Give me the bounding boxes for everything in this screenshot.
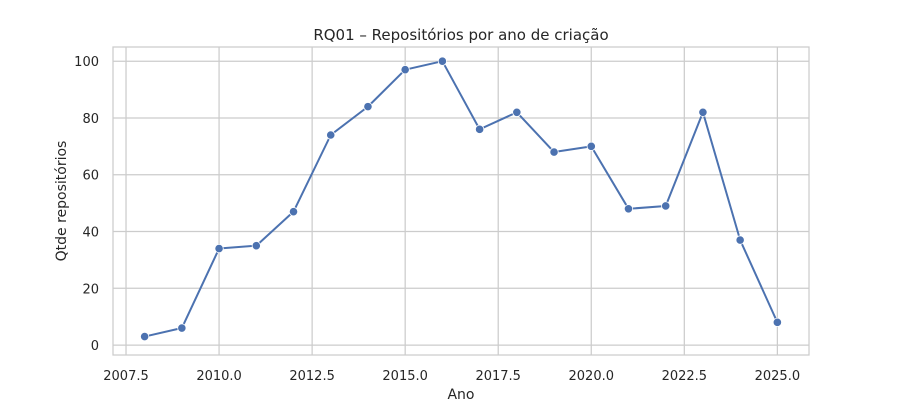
data-point (512, 107, 522, 117)
y-tick-label: 100 (74, 55, 99, 70)
y-axis-label: Qtde repositórios (54, 141, 70, 262)
data-point (586, 141, 596, 151)
data-point (400, 65, 410, 75)
data-point (251, 241, 261, 251)
x-tick-label: 2017.5 (475, 369, 521, 384)
x-tick-label: 2022.5 (662, 369, 708, 384)
chart-title: RQ01 – Repositórios por ano de criação (313, 26, 608, 44)
data-point (214, 243, 224, 254)
data-point (288, 207, 299, 217)
data-point (698, 107, 708, 117)
y-tick-label: 40 (82, 226, 99, 241)
data-point (475, 124, 485, 134)
tick-labels: 2007.5 2010.0 2012.5 2015.0 2017.5 2020.0 2022… (74, 55, 800, 384)
data-point (735, 235, 745, 245)
x-tick-label: 2012.5 (289, 369, 335, 384)
plot-frame (112, 46, 810, 356)
data-point (177, 323, 187, 333)
y-tick-label: 80 (82, 112, 99, 127)
grid (113, 47, 809, 355)
data-point (549, 147, 559, 157)
x-tick-label: 2025.0 (755, 369, 801, 384)
data-point (437, 56, 447, 66)
series-line-group (140, 56, 782, 342)
data-point (363, 102, 373, 112)
y-tick-label: 60 (82, 169, 99, 184)
data-point (661, 201, 671, 211)
data-point (623, 204, 634, 214)
x-tick-label: 2007.5 (103, 369, 149, 384)
x-axis-label: Ano (447, 387, 474, 400)
y-tick-label: 0 (91, 339, 99, 354)
x-tick-label: 2015.0 (382, 369, 428, 384)
data-point (140, 331, 150, 342)
x-tick-label: 2020.0 (569, 369, 615, 384)
data-point (326, 130, 336, 140)
x-tick-label: 2010.0 (196, 369, 242, 384)
y-tick-label: 20 (82, 282, 99, 297)
series-line (144, 60, 779, 338)
data-point (772, 317, 782, 327)
